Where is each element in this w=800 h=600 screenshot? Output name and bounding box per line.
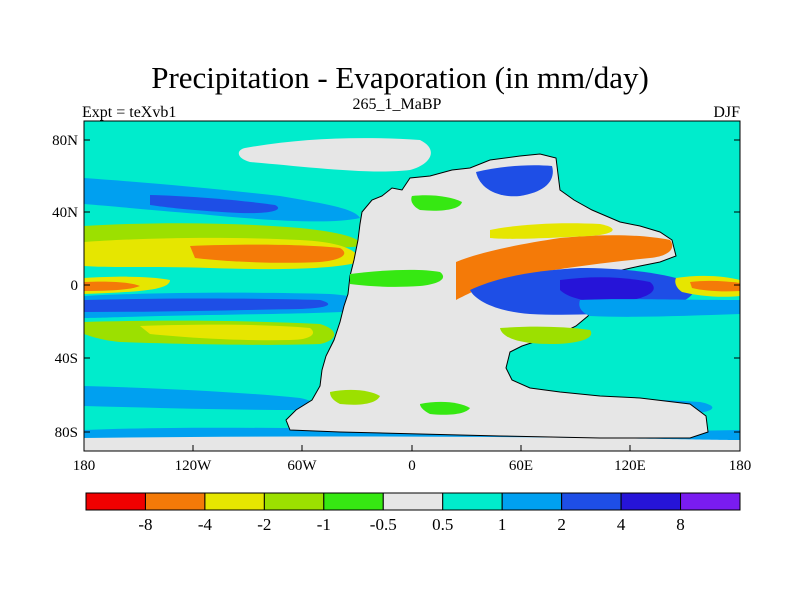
colorbar-label: -0.5 (370, 515, 397, 534)
equatorial-strong-dry (84, 281, 140, 291)
south-pacific-yellow (140, 324, 314, 341)
y-tick-label: 40S (55, 351, 78, 367)
colorbar-swatch (501, 492, 563, 511)
eastern-yellow-fringe (490, 223, 613, 239)
y-tick-label: 80N (52, 133, 78, 149)
experiment-label: Expt = teXvb1 (82, 104, 177, 121)
y-tick-label: 40N (52, 205, 78, 221)
colorbar-swatch (204, 492, 265, 511)
arctic-neutral-band (238, 138, 431, 172)
x-tick-label: 60E (509, 458, 533, 474)
y-tick-label: 80S (55, 425, 78, 441)
central-dry-strip (350, 269, 444, 287)
colorbar-swatch (620, 492, 682, 511)
x-tick-label: 60W (287, 458, 317, 474)
axis-ticks (83, 139, 741, 451)
tethys-deep-wet (560, 277, 654, 303)
tethys-wet-band (579, 299, 740, 317)
x-tick-label: 0 (408, 458, 416, 474)
colorbar-swatch (680, 492, 741, 511)
itcz-strong-wet (84, 298, 329, 312)
colorbar-swatch (561, 492, 622, 511)
colorbar-label: 2 (557, 515, 566, 534)
x-tick-label: 180 (729, 458, 752, 474)
colorbar-label: -4 (198, 515, 213, 534)
colorbar-label: 1 (498, 515, 507, 534)
x-tick-label: 120W (175, 458, 213, 474)
colorbar-swatch (382, 492, 444, 511)
colorbar-swatch (85, 492, 146, 511)
southern-land-green (330, 389, 380, 405)
plot-title: Precipitation - Evaporation (in mm/day) (151, 60, 649, 95)
colorbar: -8 -4 -2 -1 -0.5 0.5 1 2 4 8 (85, 492, 741, 534)
colorbar-swatch (144, 492, 206, 511)
colorbar-label: -2 (257, 515, 271, 534)
x-tick-label: 180 (73, 458, 96, 474)
plot-subtitle: 265_1_MaBP (352, 96, 442, 113)
colorbar-label: 0.5 (432, 515, 453, 534)
colorbar-label: 4 (617, 515, 626, 534)
north-pacific-strong-wet (150, 195, 279, 214)
antarctic-neutral (84, 436, 740, 451)
colorbar-swatch (263, 492, 325, 511)
east-pacific-strong-dry (690, 280, 740, 292)
subtropic-strong-dry (190, 244, 345, 263)
southern-green-patch (500, 326, 592, 344)
y-tick-label: 0 (71, 278, 79, 294)
x-tick-label: 120E (614, 458, 646, 474)
colorbar-label: -1 (317, 515, 331, 534)
southern-ocean-wet (84, 386, 315, 410)
season-label: DJF (713, 104, 740, 121)
colorbar-label: 8 (676, 515, 685, 534)
northern-green-patch (411, 195, 462, 211)
colorbar-label: -8 (138, 515, 152, 534)
eastern-strong-dry (456, 235, 673, 300)
map-field (84, 121, 740, 451)
colorbar-swatch (442, 492, 503, 511)
colorbar-swatch (323, 492, 384, 511)
southern-land-green-2 (420, 401, 470, 415)
northeast-wet-patch (476, 165, 553, 197)
